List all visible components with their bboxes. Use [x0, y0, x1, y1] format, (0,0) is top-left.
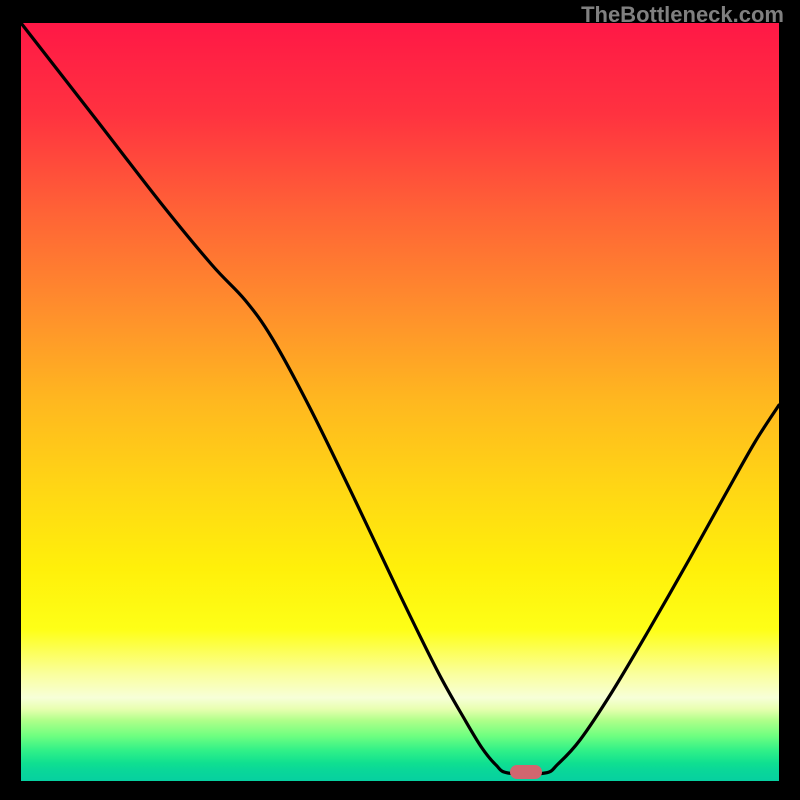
optimal-marker — [510, 765, 542, 779]
plot-area — [21, 23, 779, 781]
chart-container: { "attribution": { "text": "TheBottlenec… — [0, 0, 800, 800]
bottleneck-chart — [0, 0, 800, 800]
attribution-text: TheBottleneck.com — [581, 2, 784, 28]
